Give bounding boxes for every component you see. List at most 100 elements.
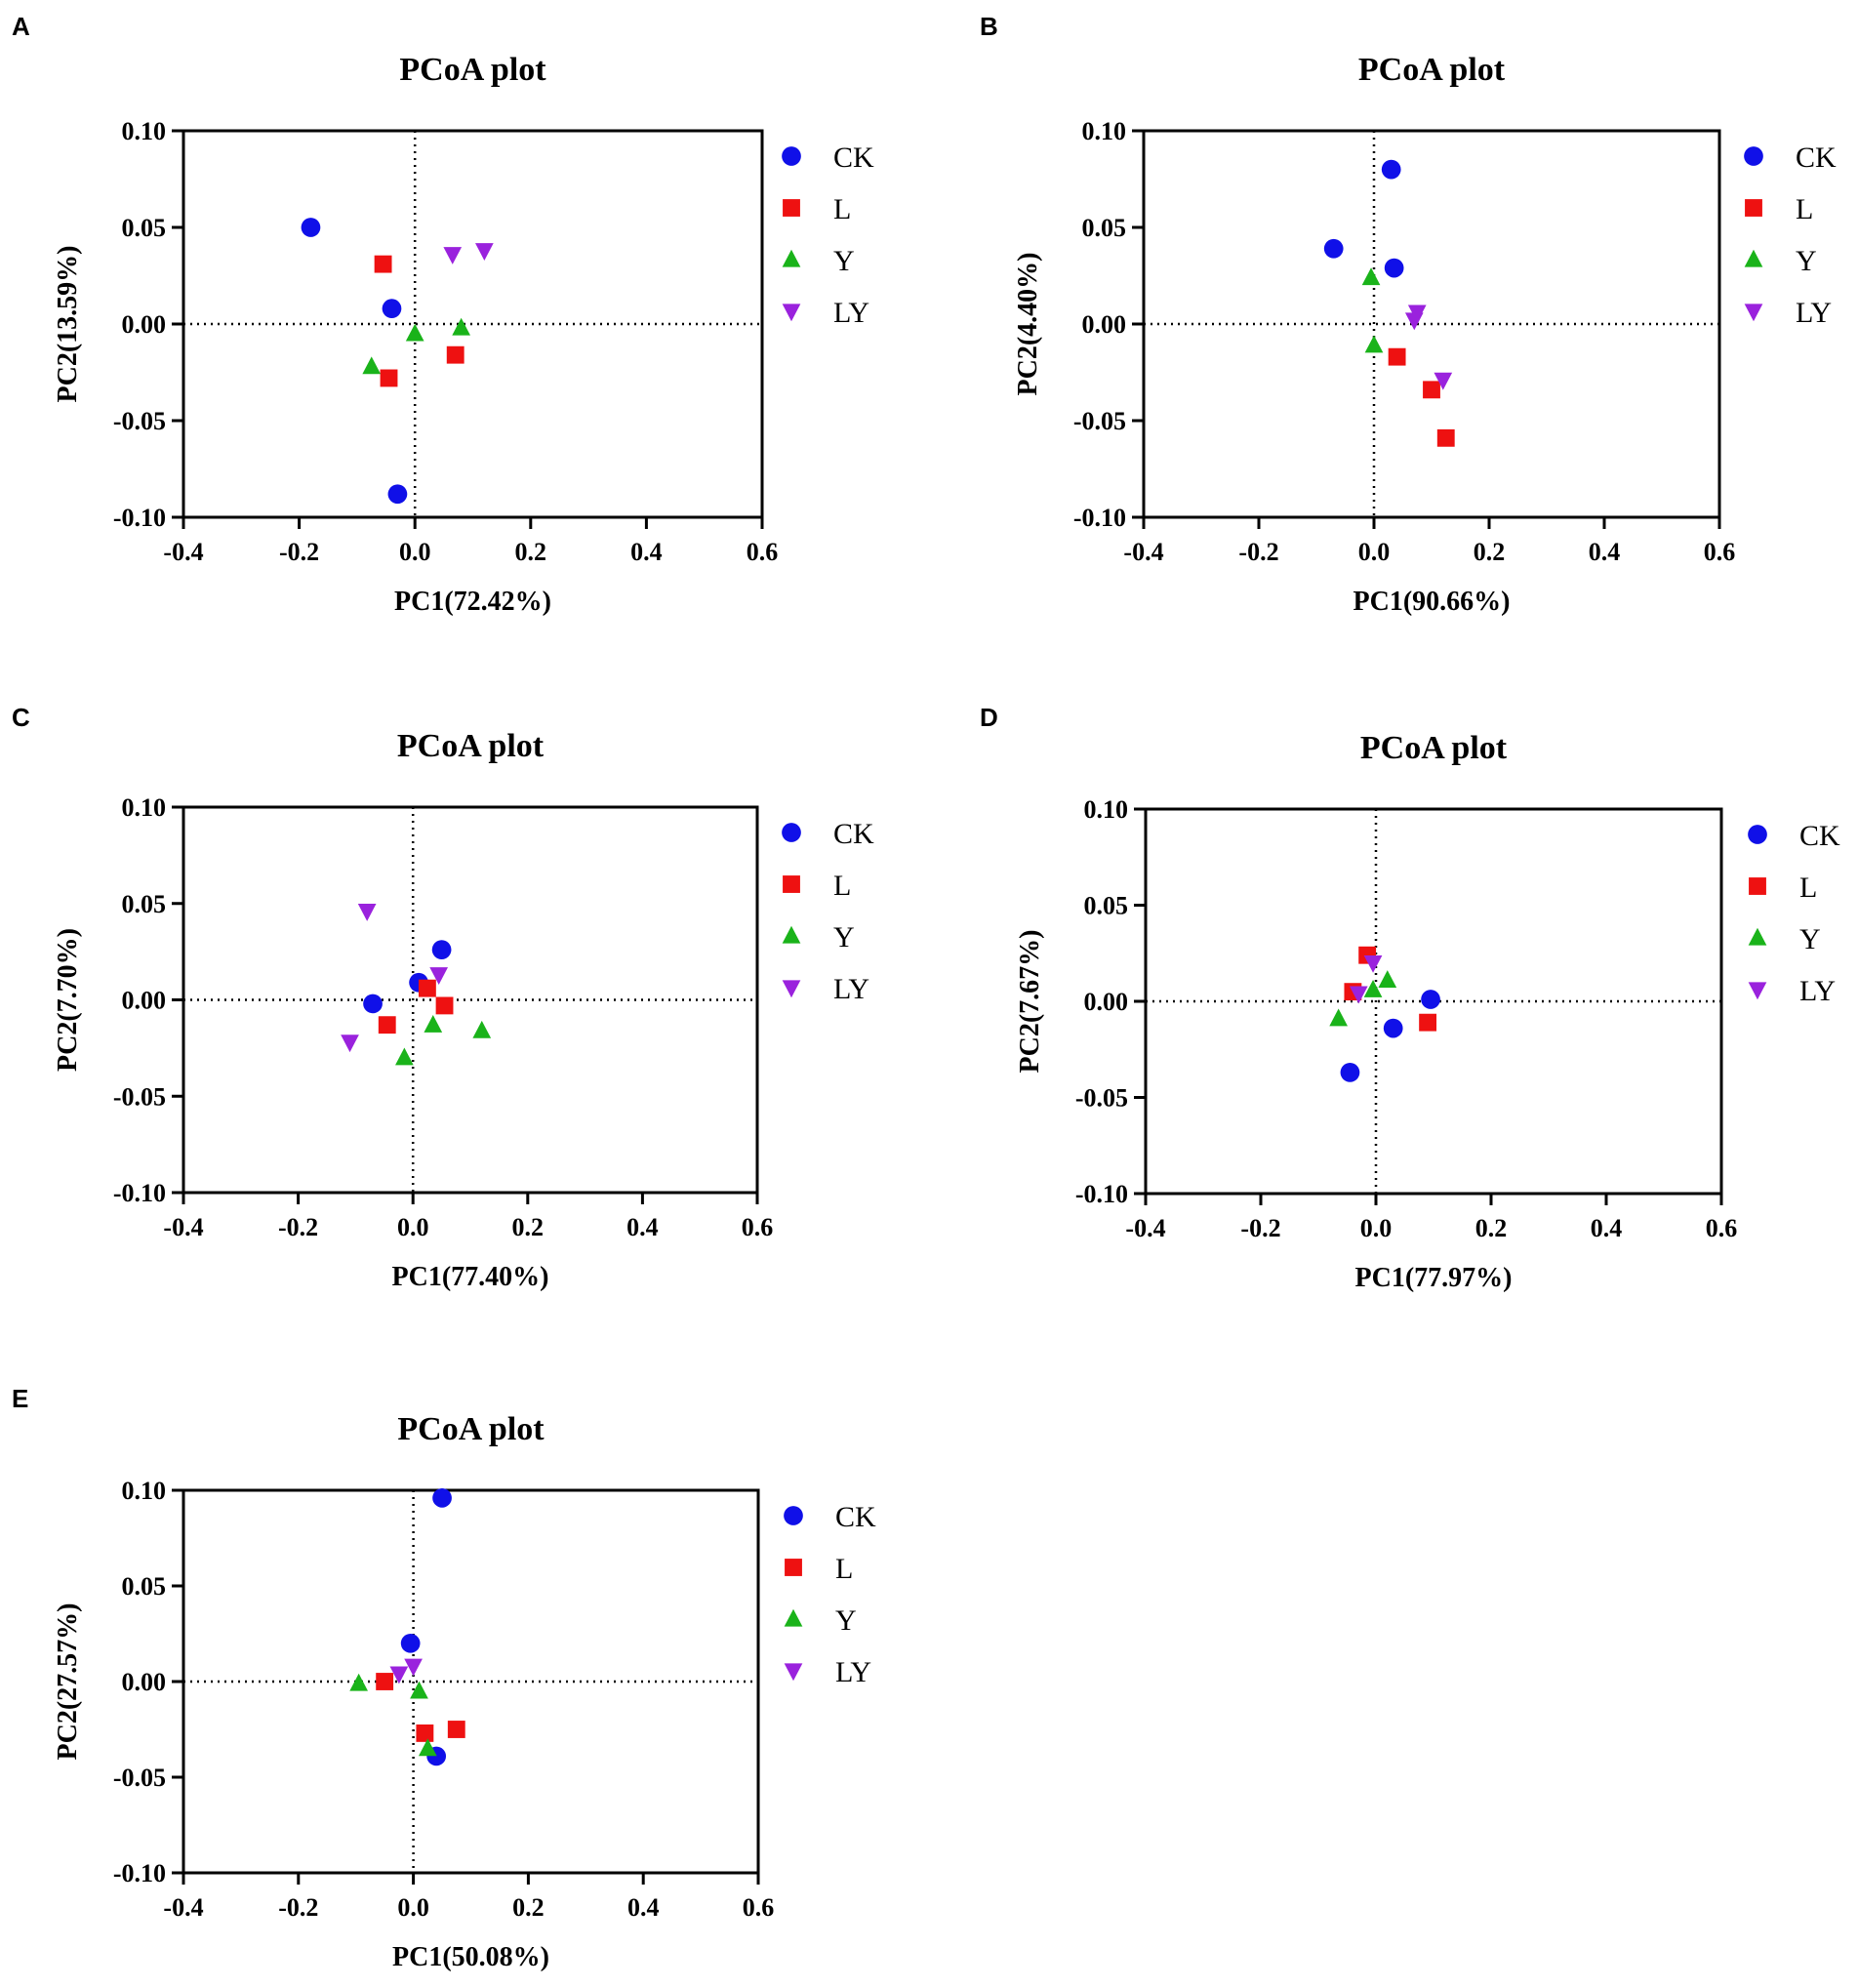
data-point-ck [432,1487,452,1508]
x-tick-label: -0.2 [278,1213,318,1241]
data-point-l [446,345,464,364]
triangle-up-marker-icon [782,249,801,267]
data-point-ly [1363,954,1383,973]
data-point-l [374,255,392,273]
y-axis-label: PC2(4.40%) [1013,253,1043,396]
x-tick-label: 0.4 [626,1213,659,1241]
x-tick-label: -0.4 [1125,1214,1165,1242]
x-tick-label: 0.6 [742,1213,774,1241]
pcoa-panel-c: C PCoA plot -0.4 -0.2 0.0 0.2 0.4 0.6 -0.10 -0.05… [12,703,874,1292]
data-point-y [349,1673,368,1691]
data-point-l [1423,381,1440,399]
y-tick-label: -0.05 [1075,1084,1128,1113]
panel-letter: D [980,703,998,732]
legend-label-ck: CK [1796,142,1837,174]
legend-label-ly: LY [833,297,869,329]
data-point-l [1436,428,1455,447]
y-tick-label: 0.00 [1082,310,1127,339]
x-tick-label: 0.0 [397,1213,429,1241]
x-tick-label: -0.4 [163,1213,203,1241]
pcoa-panel-b: B PCoA plot -0.4 -0.2 0.0 0.2 0.4 0.6 -0.10 -0.05… [980,12,1837,617]
data-point-l [1388,347,1406,366]
legend-label-ly: LY [835,1656,871,1688]
data-point-ck [1340,1063,1360,1082]
chart-title: PCoA plot [1358,52,1506,88]
y-tick-label: 0.00 [122,987,167,1015]
x-tick-label: -0.4 [163,1893,203,1922]
panel-letter: E [12,1384,28,1413]
data-point-l [376,1673,394,1690]
data-point-y [1364,335,1384,353]
data-point-ck [400,1633,421,1653]
circle-marker-icon [784,1506,803,1525]
data-point-ck [1381,159,1401,180]
x-tick-label: 0.4 [630,538,663,566]
data-point-ly [1349,986,1368,1004]
x-tick-label: 0.2 [1475,1214,1508,1242]
legend-label-l: L [833,870,851,902]
legend: CK LY LY [1748,820,1840,1007]
circle-marker-icon [782,146,801,166]
legend-label-l: L [833,193,851,225]
legend: CK LY LY [1744,142,1837,329]
x-axis-label: PC1(77.40%) [392,1262,549,1292]
panel-letter: B [980,12,998,41]
chart-title: PCoA plot [1360,730,1508,766]
square-marker-icon [785,1559,802,1576]
x-axis-label: PC1(72.42%) [394,587,551,617]
legend-label-y: Y [1799,923,1821,955]
data-point-y [418,1738,437,1757]
data-point-ly [404,1658,423,1677]
data-point-ck [1384,258,1404,278]
y-tick-label: 0.05 [1082,214,1127,242]
pcoa-panel-d: D PCoA plot -0.4 -0.2 0.0 0.2 0.4 0.6 -0.10 -0.05… [980,703,1840,1293]
x-tick-label: 0.6 [1706,1214,1738,1242]
x-axis-label: PC1(77.97%) [1355,1263,1513,1293]
x-tick-label: 0.6 [1704,538,1736,566]
legend-label-l: L [1799,872,1817,904]
y-tick-label: -0.05 [1073,407,1126,435]
y-tick-label: 0.05 [122,214,167,242]
circle-marker-icon [1744,146,1763,166]
legend-label-y: Y [833,921,855,953]
y-tick-label: 0.10 [1084,795,1129,824]
chart-title: PCoA plot [399,52,546,88]
pcoa-panel-e: E PCoA plot -0.4 -0.2 0.0 0.2 0.4 0.6 -0.10 -0.05… [12,1384,876,1972]
data-point-ck [1421,990,1440,1009]
x-tick-label: 0.4 [627,1893,660,1922]
y-axis-label: PC2(27.57%) [53,1603,83,1761]
data-point-l [447,1721,465,1738]
triangle-up-marker-icon [782,925,801,944]
data-point-y [410,1681,428,1699]
y-axis-label: PC2(7.70%) [53,928,83,1072]
data-point-y [362,356,382,375]
square-marker-icon [1749,877,1766,895]
x-tick-label: -0.4 [163,538,203,566]
x-tick-label: 0.2 [512,1213,545,1241]
square-marker-icon [783,199,800,217]
data-point-ck [382,299,402,319]
legend: CK LY LY [782,818,874,1005]
data-point-y [1378,970,1397,988]
data-point-ck [363,994,383,1014]
panel-letter: C [12,703,30,732]
y-tick-label: 0.10 [1082,117,1127,145]
y-axis-label: PC2(7.67%) [1015,930,1045,1074]
data-point-ck [1323,238,1344,259]
triangle-down-marker-icon [782,304,801,322]
legend-label-y: Y [833,245,855,277]
x-tick-label: 0.0 [397,1893,429,1922]
chart-title: PCoA plot [397,728,545,764]
triangle-down-marker-icon [782,980,801,998]
panel-letter: A [12,12,30,41]
y-tick-label: -0.10 [113,1179,166,1207]
legend-label-ly: LY [1796,297,1832,329]
triangle-down-marker-icon [1748,982,1767,1000]
x-tick-label: 0.2 [512,1893,545,1922]
legend-label-y: Y [835,1604,857,1637]
x-tick-label: 0.6 [743,1893,775,1922]
triangle-down-marker-icon [1744,304,1763,322]
data-point-ly [475,243,494,261]
data-point-y [395,1047,414,1066]
legend-label-ck: CK [833,142,874,174]
